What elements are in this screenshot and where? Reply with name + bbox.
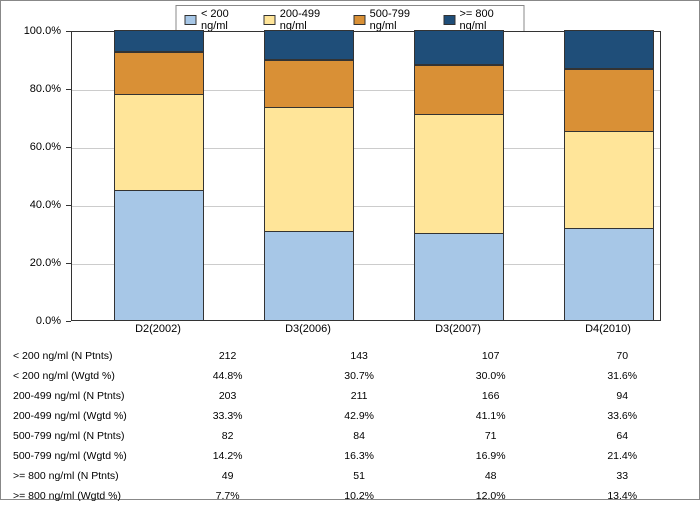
data-cell: 41.1% bbox=[426, 407, 556, 425]
row-label: 500-799 ng/ml (Wgtd %) bbox=[11, 447, 161, 465]
y-tick bbox=[66, 263, 71, 264]
data-cell: 143 bbox=[294, 347, 424, 365]
bar-segment-lt200 bbox=[264, 231, 354, 320]
bar-segment-r500 bbox=[264, 60, 354, 107]
row-label: 500-799 ng/ml (N Ptnts) bbox=[11, 427, 161, 445]
row-label: 200-499 ng/ml (Wgtd %) bbox=[11, 407, 161, 425]
legend-swatch bbox=[353, 15, 365, 25]
row-label: < 200 ng/ml (Wgtd %) bbox=[11, 367, 161, 385]
y-tick bbox=[66, 205, 71, 206]
legend-label: < 200 ng/ml bbox=[201, 8, 251, 32]
chart-container: < 200 ng/ml 200-499 ng/ml 500-799 ng/ml >= … bbox=[0, 0, 700, 500]
data-cell: 48 bbox=[426, 467, 556, 485]
table-row: < 200 ng/ml (N Ptnts)21214310770 bbox=[11, 347, 687, 365]
data-cell: 42.9% bbox=[294, 407, 424, 425]
data-cell: 211 bbox=[294, 387, 424, 405]
data-cell: 64 bbox=[557, 427, 687, 445]
data-cell: 33.3% bbox=[163, 407, 293, 425]
bar-segment-ge800 bbox=[564, 30, 654, 69]
bar-segment-r200 bbox=[264, 107, 354, 231]
legend-item: 200-499 ng/ml bbox=[263, 8, 341, 32]
data-cell: 44.8% bbox=[163, 367, 293, 385]
table-row: 500-799 ng/ml (Wgtd %)14.2%16.3%16.9%21.… bbox=[11, 447, 687, 465]
data-cell: 16.9% bbox=[426, 447, 556, 465]
legend-label: >= 800 ng/ml bbox=[460, 8, 516, 32]
legend-item: >= 800 ng/ml bbox=[443, 8, 515, 32]
legend-item: < 200 ng/ml bbox=[185, 8, 252, 32]
data-cell: 10.2% bbox=[294, 487, 424, 505]
data-cell: 30.7% bbox=[294, 367, 424, 385]
y-axis-label: 0.0% bbox=[36, 315, 61, 327]
table-row: >= 800 ng/ml (Wgtd %)7.7%10.2%12.0%13.4% bbox=[11, 487, 687, 505]
bar-segment-r500 bbox=[414, 65, 504, 114]
row-label: >= 800 ng/ml (Wgtd %) bbox=[11, 487, 161, 505]
y-tick bbox=[66, 31, 71, 32]
row-label: >= 800 ng/ml (N Ptnts) bbox=[11, 467, 161, 485]
bar-segment-ge800 bbox=[264, 30, 354, 60]
data-cell: 82 bbox=[163, 427, 293, 445]
x-axis-label: D3(2006) bbox=[263, 323, 353, 335]
bar-segment-lt200 bbox=[114, 190, 204, 320]
table-row: 500-799 ng/ml (N Ptnts)82847164 bbox=[11, 427, 687, 445]
x-axis-label: D4(2010) bbox=[563, 323, 653, 335]
legend-swatch bbox=[185, 15, 197, 25]
y-tick bbox=[66, 321, 71, 322]
bar-segment-r500 bbox=[114, 52, 204, 93]
bar-segment-lt200 bbox=[414, 233, 504, 320]
data-cell: 31.6% bbox=[557, 367, 687, 385]
legend-label: 200-499 ng/ml bbox=[280, 8, 341, 32]
data-cell: 107 bbox=[426, 347, 556, 365]
bar-segment-ge800 bbox=[414, 30, 504, 65]
y-axis-label: 20.0% bbox=[30, 257, 61, 269]
data-cell: 7.7% bbox=[163, 487, 293, 505]
bar-segment-r200 bbox=[114, 94, 204, 191]
data-cell: 70 bbox=[557, 347, 687, 365]
bar-segment-r500 bbox=[564, 69, 654, 131]
y-axis-label: 60.0% bbox=[30, 141, 61, 153]
table-row: < 200 ng/ml (Wgtd %)44.8%30.7%30.0%31.6% bbox=[11, 367, 687, 385]
y-tick bbox=[66, 147, 71, 148]
table-row: >= 800 ng/ml (N Ptnts)49514833 bbox=[11, 467, 687, 485]
data-cell: 203 bbox=[163, 387, 293, 405]
y-axis-label: 100.0% bbox=[24, 25, 61, 37]
plot-area bbox=[71, 31, 661, 321]
row-label: 200-499 ng/ml (N Ptnts) bbox=[11, 387, 161, 405]
x-axis-label: D3(2007) bbox=[413, 323, 503, 335]
data-cell: 49 bbox=[163, 467, 293, 485]
x-axis-label: D2(2002) bbox=[113, 323, 203, 335]
legend-label: 500-799 ng/ml bbox=[370, 8, 431, 32]
data-cell: 212 bbox=[163, 347, 293, 365]
y-tick bbox=[66, 89, 71, 90]
bar-segment-r200 bbox=[414, 114, 504, 233]
bar-group bbox=[114, 30, 204, 320]
data-table: < 200 ng/ml (N Ptnts)21214310770< 200 ng… bbox=[9, 345, 689, 507]
bar-segment-r200 bbox=[564, 131, 654, 228]
legend-swatch bbox=[443, 15, 455, 25]
data-cell: 16.3% bbox=[294, 447, 424, 465]
y-axis-label: 80.0% bbox=[30, 83, 61, 95]
bar-group bbox=[564, 30, 654, 320]
legend-item: 500-799 ng/ml bbox=[353, 8, 431, 32]
table-row: 200-499 ng/ml (N Ptnts)20321116694 bbox=[11, 387, 687, 405]
data-cell: 33 bbox=[557, 467, 687, 485]
bar-group bbox=[414, 30, 504, 320]
data-cell: 14.2% bbox=[163, 447, 293, 465]
data-cell: 12.0% bbox=[426, 487, 556, 505]
data-cell: 30.0% bbox=[426, 367, 556, 385]
data-cell: 51 bbox=[294, 467, 424, 485]
data-cell: 33.6% bbox=[557, 407, 687, 425]
row-label: < 200 ng/ml (N Ptnts) bbox=[11, 347, 161, 365]
table-row: 200-499 ng/ml (Wgtd %)33.3%42.9%41.1%33.… bbox=[11, 407, 687, 425]
bar-segment-ge800 bbox=[114, 30, 204, 52]
y-axis-label: 40.0% bbox=[30, 199, 61, 211]
data-cell: 94 bbox=[557, 387, 687, 405]
data-cell: 13.4% bbox=[557, 487, 687, 505]
legend-swatch bbox=[263, 15, 275, 25]
data-cell: 84 bbox=[294, 427, 424, 445]
data-cell: 21.4% bbox=[557, 447, 687, 465]
data-cell: 166 bbox=[426, 387, 556, 405]
data-cell: 71 bbox=[426, 427, 556, 445]
bar-group bbox=[264, 30, 354, 320]
bar-segment-lt200 bbox=[564, 228, 654, 320]
